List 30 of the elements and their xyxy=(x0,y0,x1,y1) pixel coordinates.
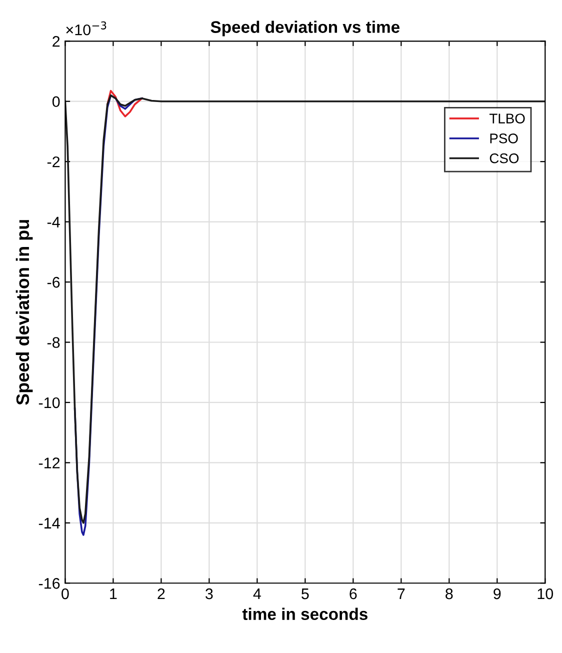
x-tick-label: 4 xyxy=(253,588,261,600)
text: ×10$^{−3}$ xyxy=(66,21,106,36)
y-tick-label: -16 xyxy=(38,578,60,589)
y-tick-label: -12 xyxy=(38,458,60,468)
y-tick-label: -8 xyxy=(47,337,60,348)
y-tick-label: -6 xyxy=(47,276,60,288)
x-tick-label: 10 xyxy=(538,588,554,600)
line-series xyxy=(65,94,546,524)
x-tick-label: 2 xyxy=(158,588,165,600)
legend-label: CSO xyxy=(490,153,519,164)
y-tick-label: -2 xyxy=(47,156,60,168)
x-tick-label: 7 xyxy=(398,588,405,600)
x-tick-label: 6 xyxy=(350,588,357,600)
x-axis-title: time in seconds xyxy=(242,608,368,620)
legend-label: TLBO xyxy=(489,114,525,124)
y-tick-label: -10 xyxy=(38,397,60,408)
y-tick-label: -4 xyxy=(47,216,60,228)
y-tick-label: 2 xyxy=(52,36,60,47)
legend-label: PSO xyxy=(490,134,518,144)
chart-title: Speed deviation vs time xyxy=(210,20,400,36)
x-tick-label: 8 xyxy=(446,588,453,600)
x-tick-label: 9 xyxy=(494,588,501,600)
x-tick-label: 5 xyxy=(302,588,309,600)
x-tick-label: 0 xyxy=(62,588,69,600)
y-axis-title: Speed deviation in pu xyxy=(16,220,33,405)
x-tick-label: 1 xyxy=(110,588,117,600)
y-tick-label: -14 xyxy=(38,518,60,528)
x-tick-label: 3 xyxy=(206,588,213,600)
line-series xyxy=(106,90,143,118)
y-tick-label: 0 xyxy=(52,96,60,108)
